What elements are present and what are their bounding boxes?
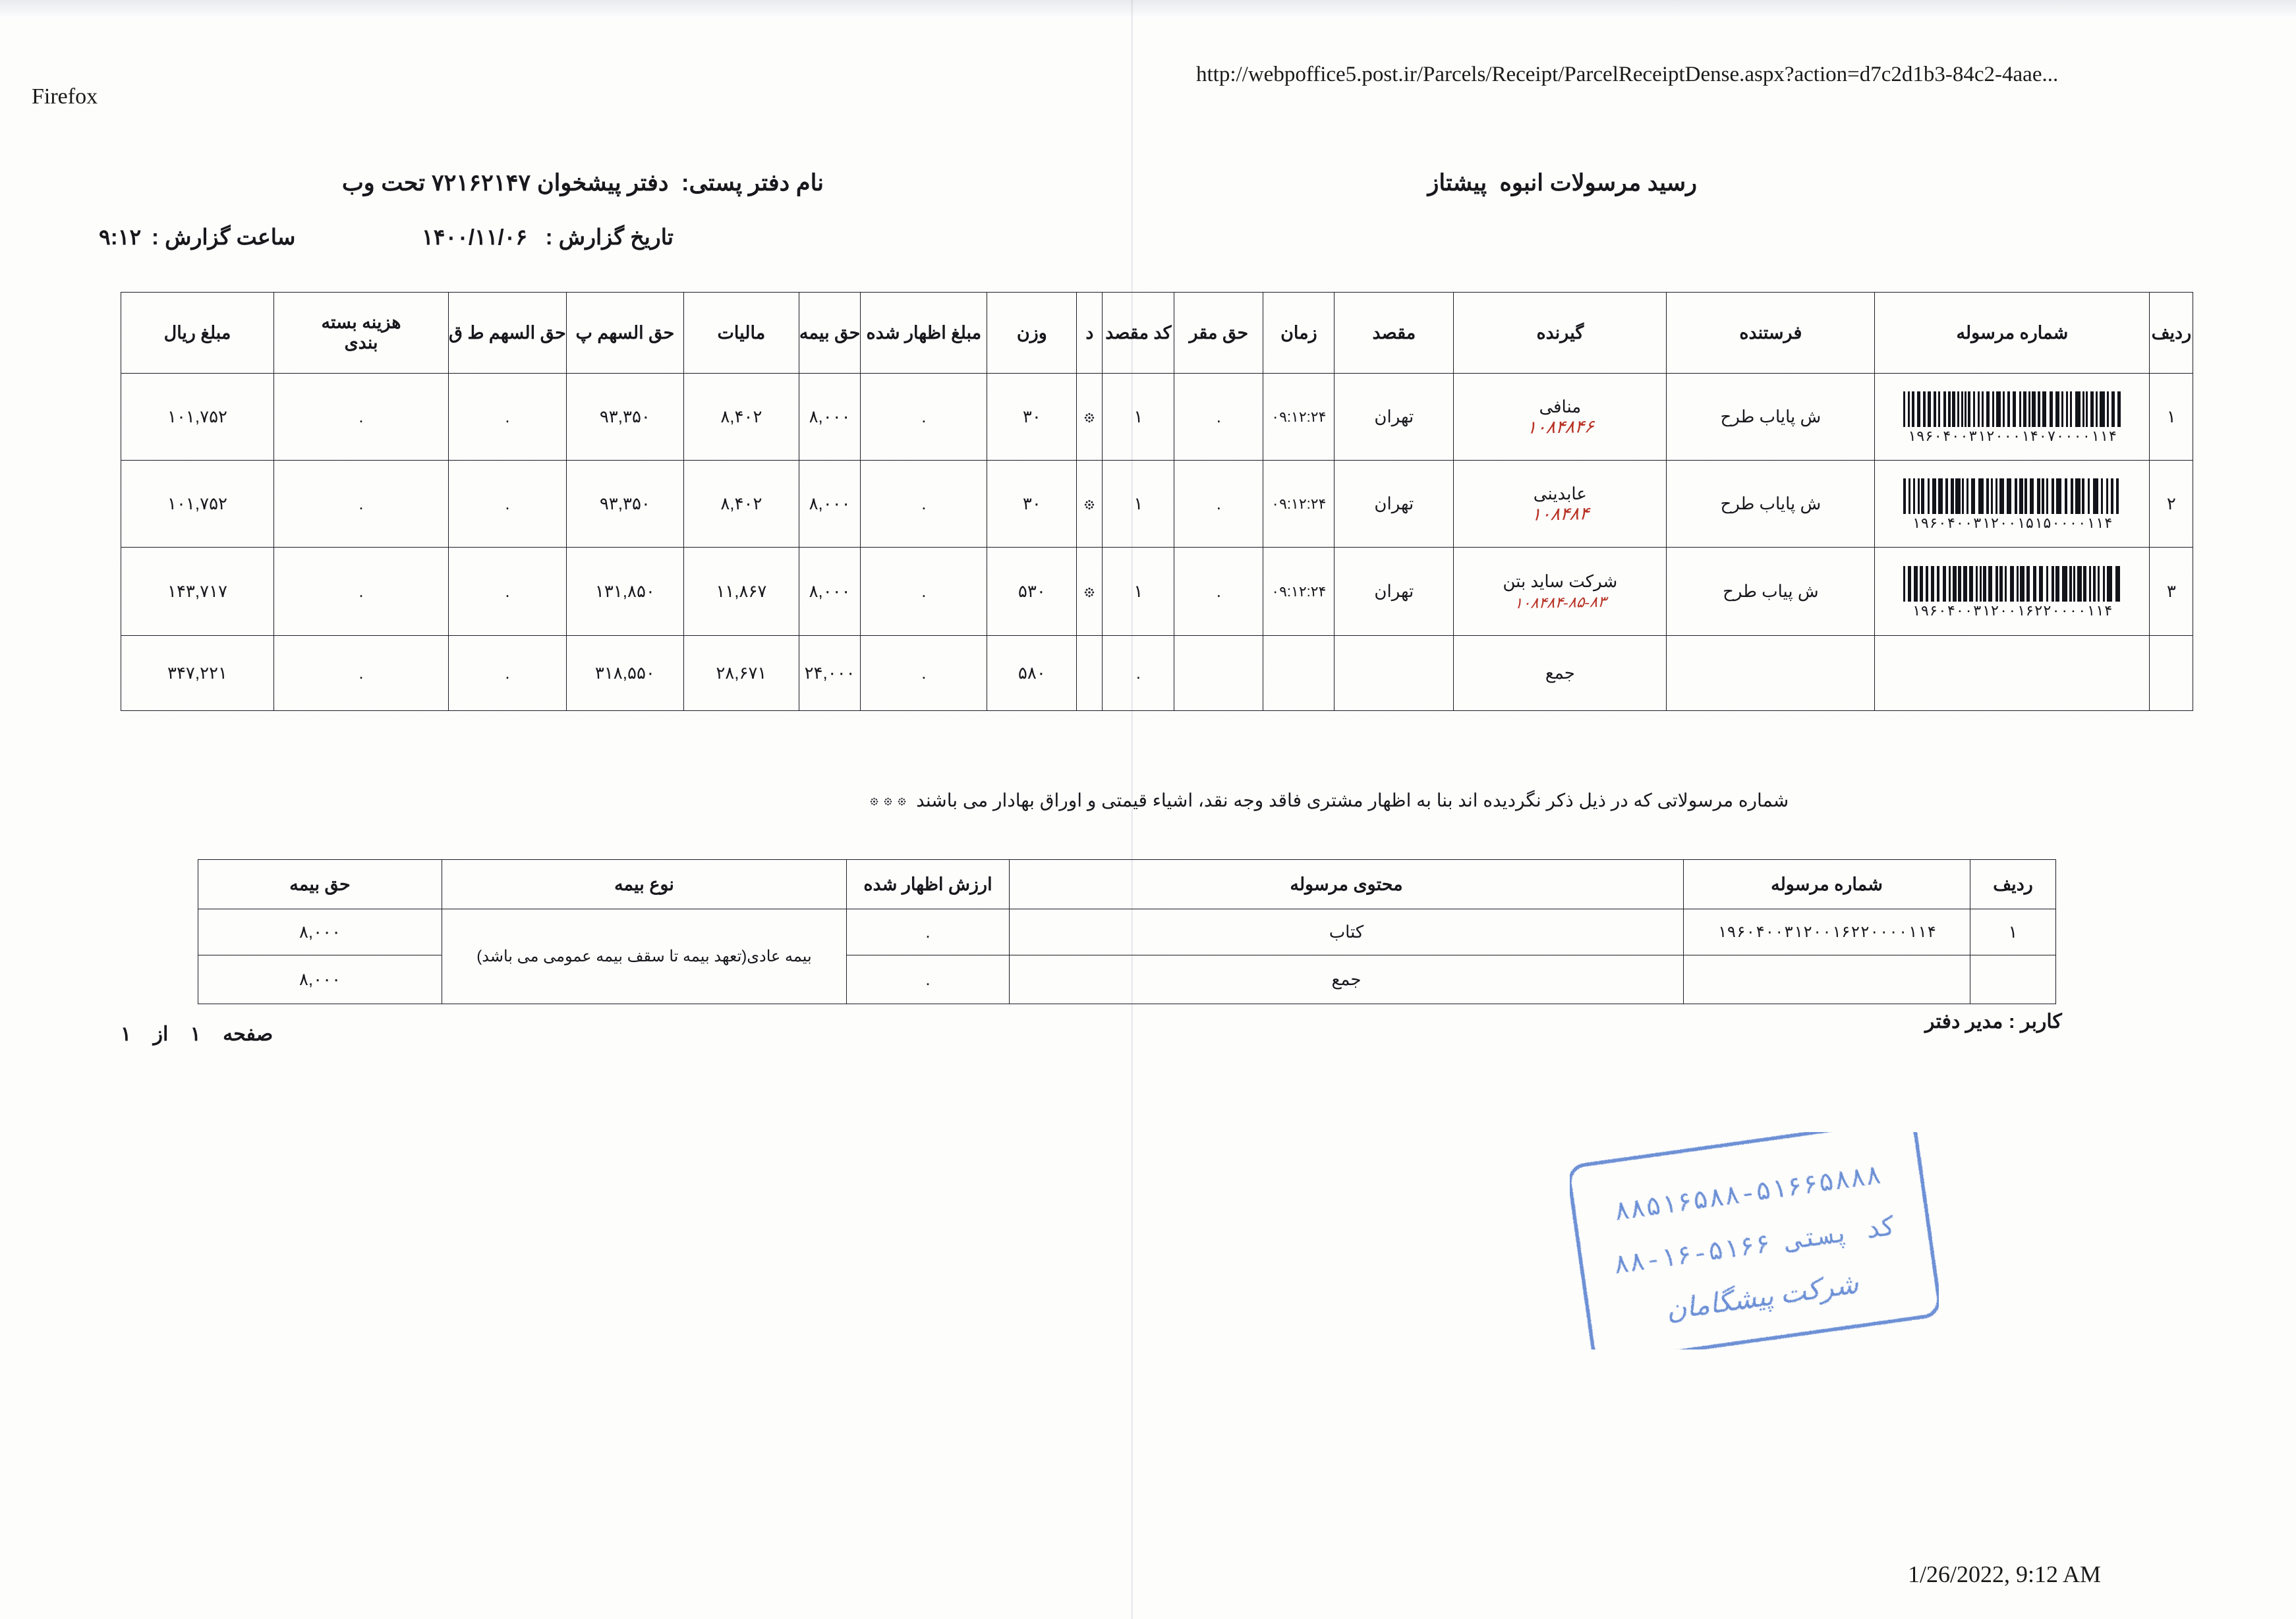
svg-text:۸۸۵۱۶۵۸۸-۵۱۶۶۵۸۸۸: ۸۸۵۱۶۵۸۸-۵۱۶۶۵۸۸۸ [1613,1162,1884,1229]
svg-text:شرکت پیشگامان: شرکت پیشگامان [1664,1268,1861,1327]
